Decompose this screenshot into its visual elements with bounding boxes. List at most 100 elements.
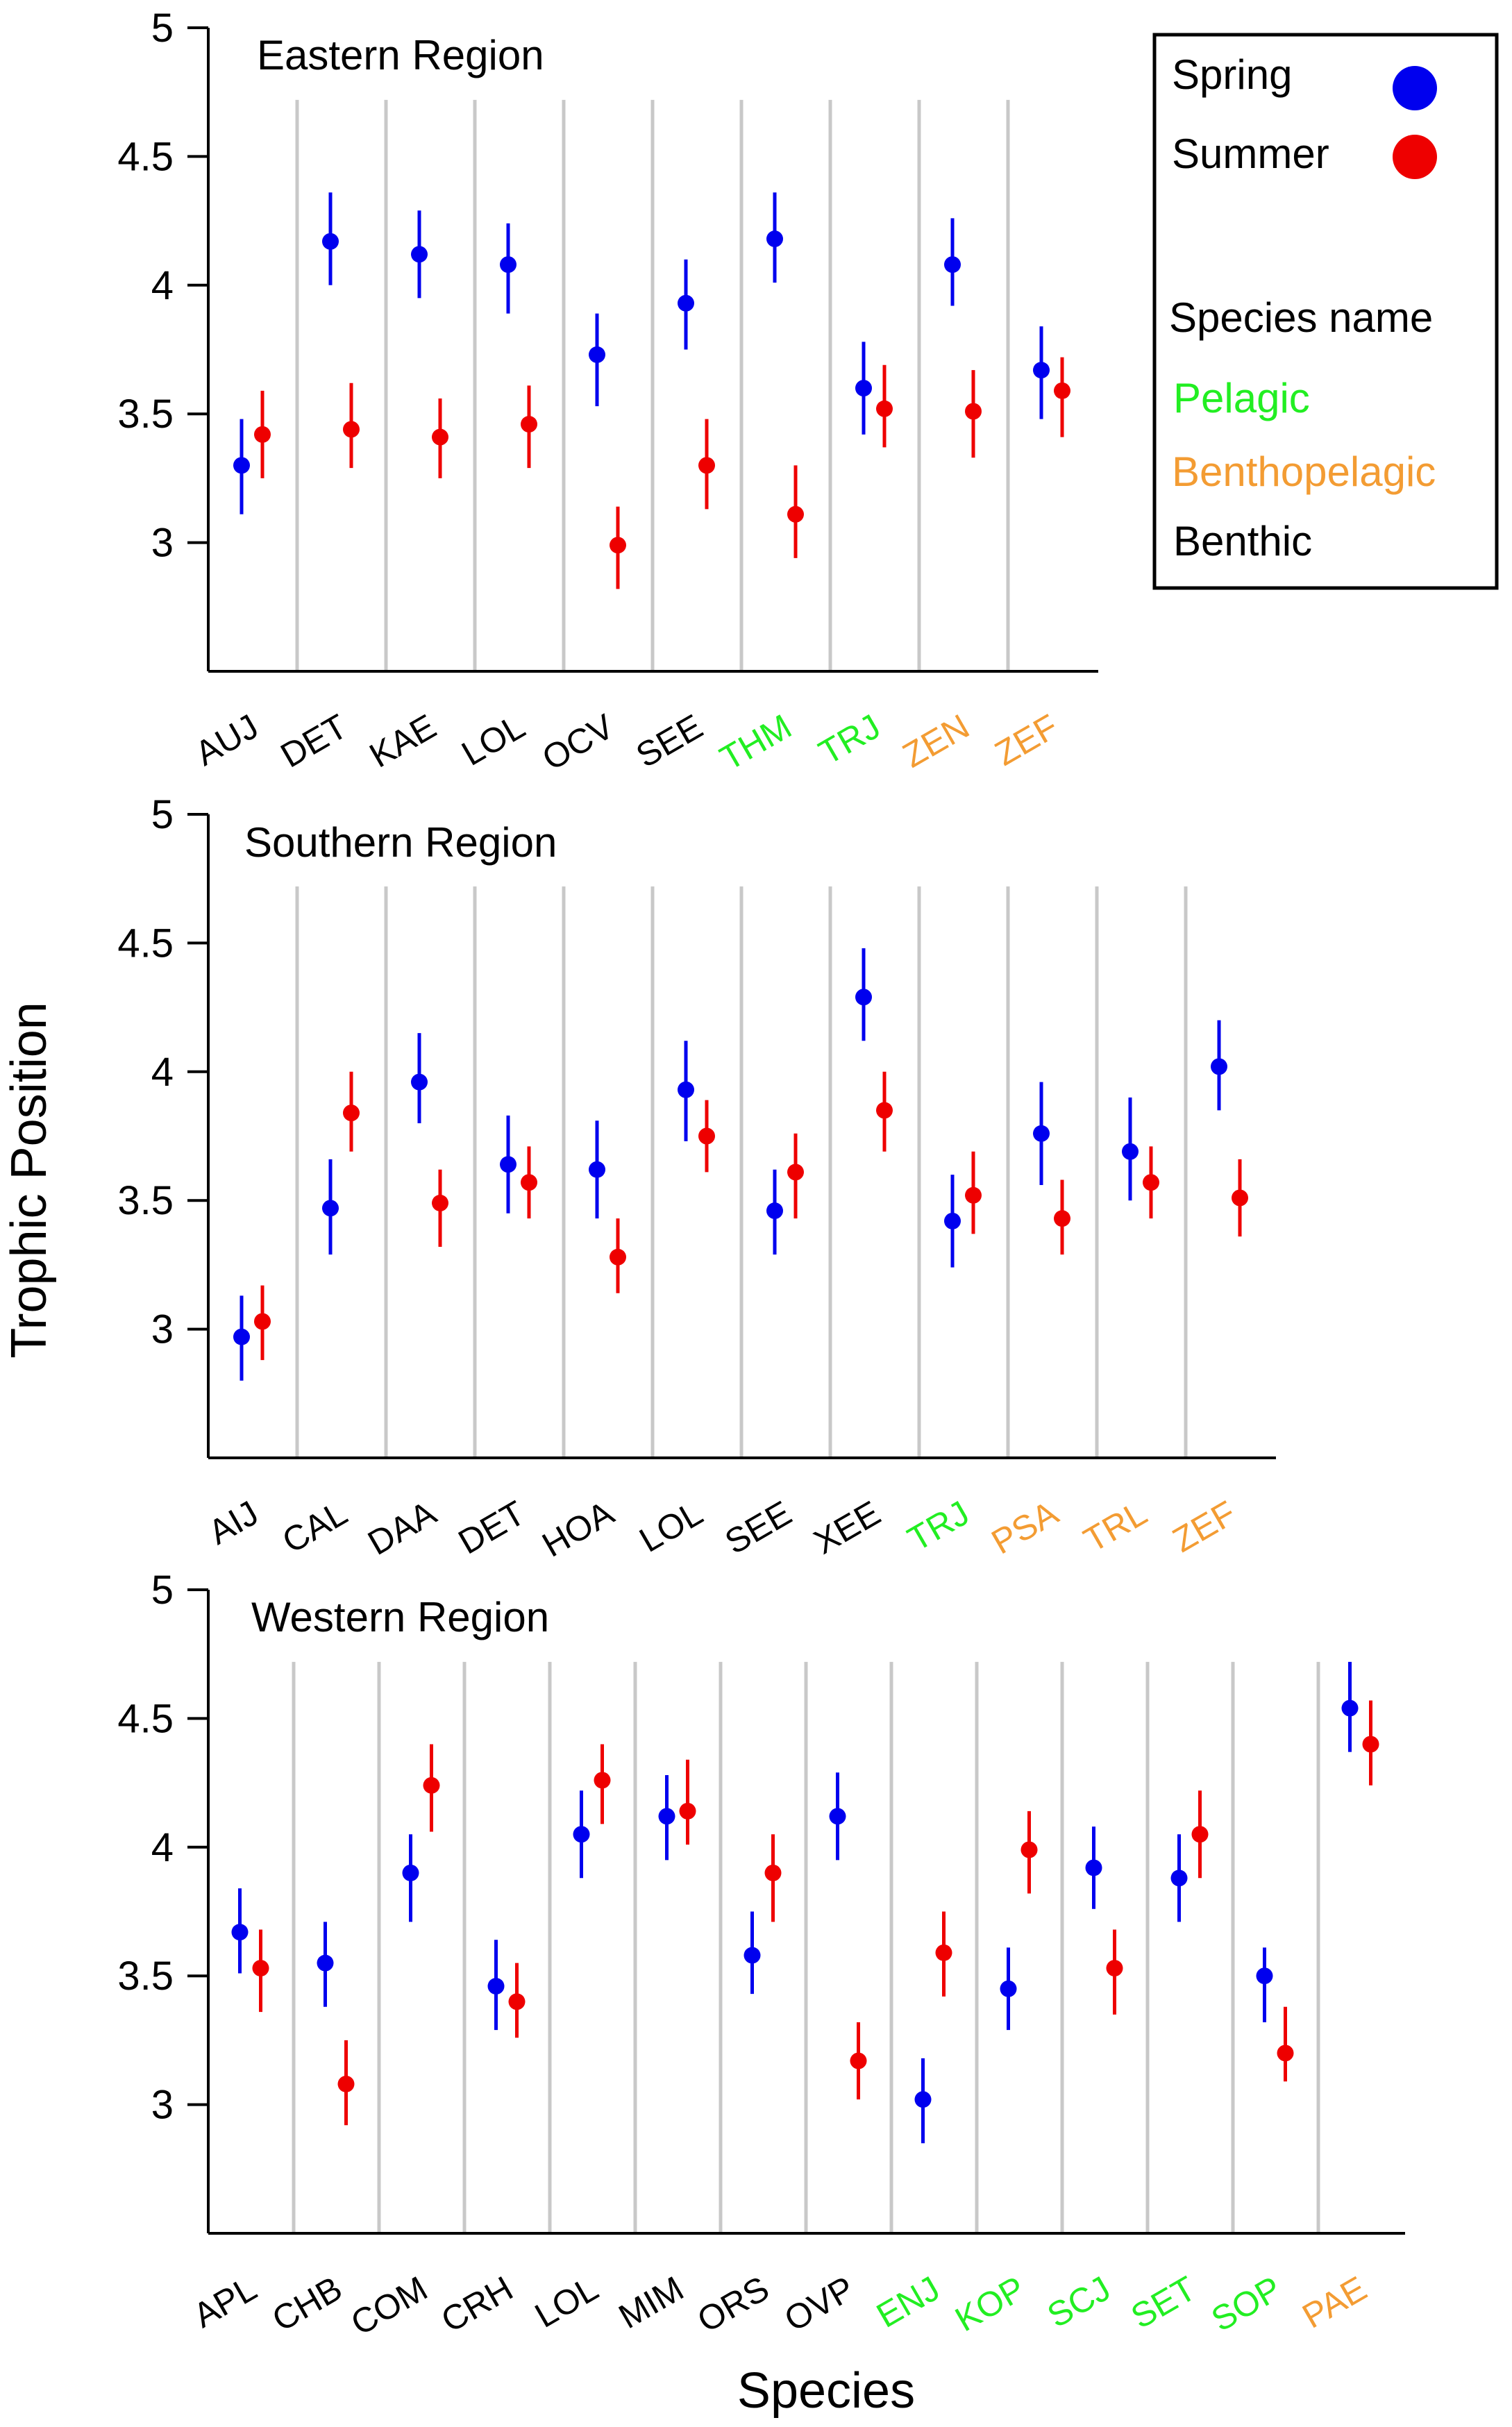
x-tick-label: HOA [536,1493,621,1565]
x-tick-label: LOL [455,707,532,773]
x-tick-label: KAE [363,707,443,775]
spring-point [1341,1699,1359,1717]
summer-point [698,457,715,474]
summer-point [610,1248,626,1266]
summer-point [935,1944,952,1961]
summer-point [432,428,448,446]
x-tick-label: AUJ [189,707,265,773]
x-tick-label: PAE [1296,2269,1373,2336]
summer-point [876,1102,893,1119]
spring-point [589,1161,605,1178]
summer-point [423,1777,440,1794]
summer-point [521,416,537,433]
legend-spring-label: Spring [1172,51,1292,98]
spring-point [322,1200,339,1217]
x-tick-label: LOL [633,1493,709,1560]
x-tick-label: ZEF [989,707,1065,773]
spring-point [500,1156,516,1173]
spring-point [1211,1058,1227,1075]
spring-point [233,1328,250,1345]
summer-point [432,1194,448,1211]
summer-point [876,400,893,417]
spring-point [1122,1143,1139,1160]
x-tick-label: ORS [691,2269,775,2340]
summer-point [850,2052,867,2069]
summer-point [764,1864,782,1881]
spring-point [411,246,428,263]
legend-benthopelagic-label: Benthopelagic [1172,448,1436,495]
spring-point [322,233,339,250]
spring-point [766,1202,783,1220]
spring-point [678,294,694,312]
panel-title: Southern Region [244,819,557,866]
y-tick-label: 5 [151,1568,174,1613]
y-tick-label: 5 [151,792,174,837]
spring-point [944,256,961,274]
x-tick-label: SEE [719,1493,798,1562]
spring-point [402,1864,419,1881]
panel-2: 3 3.5 4 4.5 5 Southern Region AIJ CAL DAA DET HOA L… [117,792,1276,1565]
summer-point [594,1772,611,1789]
x-tick-label: ENJ [870,2269,946,2335]
spring-point [855,380,872,397]
spring-point [233,457,250,474]
y-tick-label: 3.5 [117,392,174,437]
x-tick-label: KOP [949,2269,1032,2339]
summer-point [343,421,360,438]
spring-point [678,1081,694,1098]
x-tick-label: TRL [1077,1493,1154,1560]
summer-point [679,1802,696,1820]
x-tick-label: TRJ [901,1493,975,1559]
x-tick-label: SOP [1205,2269,1288,2339]
y-tick-label: 4.5 [117,134,174,179]
legend-box [1152,33,1499,590]
spring-point [589,346,605,363]
spring-point [914,2091,932,2108]
x-tick-label: APL [187,2269,263,2335]
summer-point [1054,382,1070,399]
spring-point [766,230,783,248]
x-tick-label: DET [274,707,354,775]
x-tick-label: SET [1125,2269,1202,2336]
spring-point [1170,1870,1188,1887]
spring-point [658,1808,675,1825]
x-tick-label: DET [452,1493,532,1561]
legend-benthic-label: Benthic [1173,518,1312,564]
y-tick-label: 5 [151,6,174,51]
spring-point [411,1073,428,1091]
summer-point [1054,1210,1070,1227]
summer-point [1020,1841,1038,1858]
summer-point [1362,1736,1379,1753]
panel-1: 3 3.5 4 4.5 5 Eastern Region AUJ DET KAE LOL OCV SE… [117,6,1098,778]
x-tick-label: LOL [528,2269,605,2335]
spring-point [1000,1980,1017,1997]
y-tick-label: 3 [151,1307,174,1352]
summer-point [337,2075,355,2092]
spring-point [829,1808,846,1825]
x-axis-label: Species [737,2363,915,2419]
x-tick-label: COM [344,2269,434,2343]
spring-point [744,1947,761,1964]
spring-point [855,989,872,1006]
summer-point [252,1960,269,1977]
spring-point [944,1212,961,1229]
y-axis-label: Trophic Position [1,1002,57,1359]
legend-spring-marker [1393,66,1437,110]
legend-summer-label: Summer [1172,131,1329,177]
summer-point [521,1174,537,1191]
x-tick-label: ZEF [1166,1493,1243,1560]
summer-point [1232,1189,1248,1207]
x-tick-label: THM [714,707,798,778]
summer-point [1106,1960,1123,1977]
legend-summer-marker [1393,135,1437,179]
x-tick-label: MIM [612,2269,690,2336]
x-tick-label: TRJ [812,707,887,772]
spring-point [1033,1125,1050,1142]
x-tick-label: OCV [536,707,621,778]
x-tick-label: PSA [985,1493,1065,1562]
spring-point [487,1978,505,1995]
summer-point [787,1164,804,1181]
summer-point [787,505,804,523]
